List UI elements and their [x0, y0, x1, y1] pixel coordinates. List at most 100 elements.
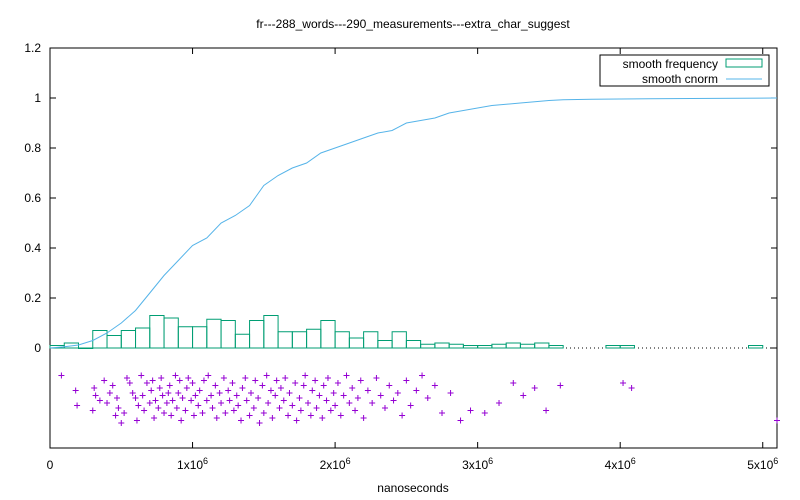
x-axis-label: nanoseconds — [377, 481, 448, 495]
scatter-point — [263, 372, 270, 379]
histogram-bar — [120, 330, 137, 349]
legend-label-cnorm: smooth cnorm — [642, 72, 718, 86]
scatter-point — [155, 405, 162, 411]
scatter-point — [293, 417, 300, 424]
histogram-bar — [534, 342, 550, 349]
scatter-point — [143, 380, 150, 386]
scatter-point — [255, 395, 262, 401]
scatter-point — [216, 390, 223, 396]
histogram-bar — [747, 345, 764, 349]
scatter-point — [386, 382, 393, 389]
scatter-point — [357, 377, 364, 384]
histogram-bar — [192, 326, 208, 349]
scatter-point — [118, 420, 125, 426]
scatter-point — [399, 412, 406, 419]
scatter-point — [132, 395, 139, 401]
scatter-point — [178, 417, 185, 424]
scatter-point — [159, 392, 166, 399]
scatter-point — [141, 407, 148, 414]
scatter-point — [166, 382, 173, 389]
x-tick-label: 0 — [47, 458, 54, 472]
scatter-point — [377, 392, 384, 399]
histogram-bar — [477, 345, 493, 349]
histogram-bar — [320, 320, 336, 349]
scatter-point — [58, 372, 65, 379]
scatter-point — [139, 392, 146, 399]
scatter-point — [343, 372, 350, 379]
x-tick-label: 5x106 — [747, 456, 778, 472]
scatter-point — [149, 377, 156, 384]
scatter-point — [168, 412, 175, 419]
scatter-point — [431, 382, 438, 389]
scatter-point — [176, 377, 183, 384]
scatter-point — [242, 375, 249, 381]
scatter-point — [247, 390, 254, 396]
scatter-point — [296, 395, 303, 401]
scatter-point — [543, 407, 550, 414]
scatter-point — [121, 410, 128, 416]
scatter-point — [252, 377, 259, 384]
scatter-point — [89, 407, 96, 414]
scatter-point — [126, 380, 133, 386]
scatter-point — [267, 387, 274, 394]
scatter-point — [225, 387, 232, 394]
scatter-point — [320, 382, 327, 389]
histogram-bar — [135, 327, 151, 349]
x-tick-label-exponent: 6 — [773, 456, 778, 466]
legend: smooth frequency smooth cnorm — [599, 54, 770, 87]
scatter-point — [222, 410, 229, 416]
scatter-point — [250, 405, 257, 411]
histogram-bar — [363, 331, 379, 349]
scatter-point — [390, 397, 397, 404]
scatter-point — [165, 390, 172, 396]
scatter-point — [369, 400, 376, 406]
y-tick-label: 0.8 — [24, 141, 41, 155]
histogram-bar — [519, 343, 536, 349]
scatter-point — [190, 412, 197, 419]
histogram-bar — [263, 315, 279, 349]
scatter-point — [152, 397, 159, 404]
x-tick-label-exponent: 6 — [488, 456, 493, 466]
scatter-point — [286, 390, 293, 396]
scatter-point — [352, 407, 359, 414]
scatter-point — [319, 415, 326, 421]
scatter-point — [109, 382, 116, 389]
scatter-point — [557, 382, 564, 389]
scatter-point — [496, 400, 503, 406]
scatter-point — [123, 375, 130, 381]
scatter-point — [260, 410, 267, 416]
scatter-point — [218, 400, 225, 406]
scatter-point — [280, 397, 287, 404]
scatter-point — [413, 387, 420, 394]
x-tick-label-exponent: 6 — [631, 456, 636, 466]
scatter-point — [349, 385, 356, 391]
scatter-point — [151, 415, 158, 421]
scatter-point — [209, 405, 216, 411]
scatter-point — [246, 412, 253, 419]
scatter-point — [309, 387, 316, 394]
scatter-point — [135, 402, 142, 409]
scatter-point — [175, 390, 182, 396]
scatter-point — [104, 400, 111, 406]
scatter-point — [182, 407, 189, 414]
scatter-point — [292, 380, 299, 386]
scatter-point — [360, 415, 367, 421]
scatter-point — [220, 375, 227, 381]
scatter-point — [265, 400, 272, 406]
scatter-point — [226, 397, 233, 404]
scatter-point — [447, 390, 454, 396]
scatter-point — [407, 402, 414, 409]
histogram-bar — [420, 343, 436, 349]
scatter-point — [419, 372, 426, 379]
histogram-bar — [434, 342, 450, 349]
x-tick-label-exponent: 6 — [203, 456, 208, 466]
histogram-bar — [448, 343, 464, 349]
histogram-bar — [249, 320, 265, 349]
scatter-point — [481, 410, 488, 416]
x-tick-label: 3x106 — [462, 456, 493, 472]
scatter-point — [229, 380, 236, 386]
scatter-point — [439, 410, 446, 416]
x-tick-label: 2x106 — [320, 456, 351, 472]
scatter-point — [208, 392, 215, 399]
scatter-point — [205, 372, 212, 379]
